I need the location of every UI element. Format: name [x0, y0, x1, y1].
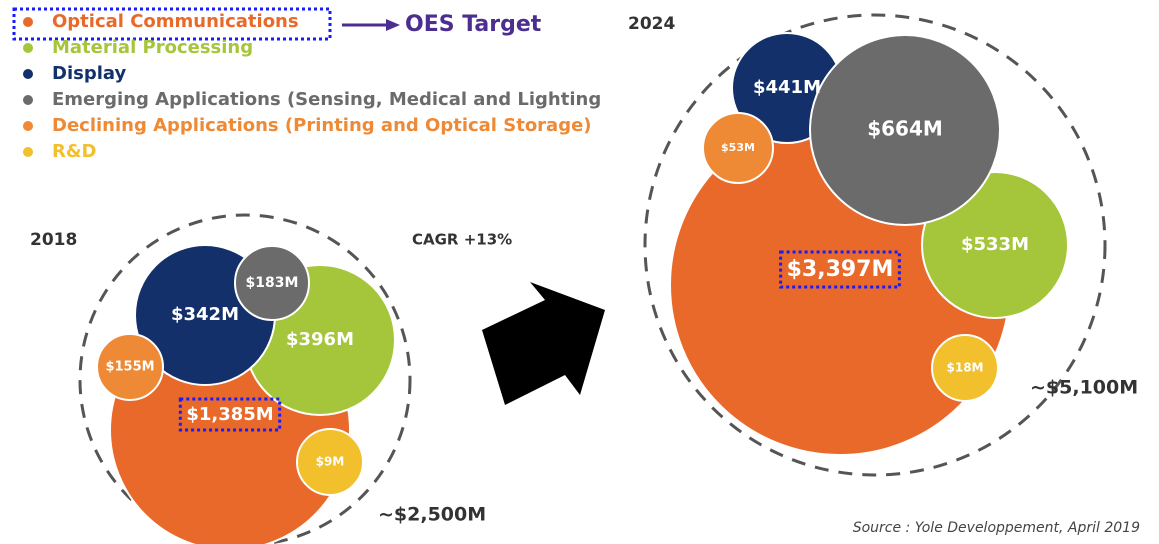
bubble — [96, 333, 164, 401]
bubble — [931, 334, 999, 402]
cagr-label: CAGR +13% — [412, 231, 512, 249]
bubble-label: $664M — [867, 117, 943, 141]
total-label: ~$2,500M — [378, 504, 486, 526]
bubble — [809, 34, 1001, 226]
legend-label: Display — [52, 63, 126, 84]
bubble — [234, 245, 310, 321]
bubble-label: $9M — [316, 455, 345, 469]
bubble-label: $396M — [286, 329, 354, 350]
legend-label: Emerging Applications (Sensing, Medical … — [52, 89, 601, 110]
legend-label: Declining Applications (Printing and Opt… — [52, 115, 592, 136]
target-arrowhead — [386, 19, 400, 31]
bubble-label: $342M — [171, 304, 239, 325]
target-box — [178, 397, 282, 432]
legend-dot — [23, 95, 33, 105]
legend-dot — [23, 69, 33, 79]
bubble-label: $533M — [961, 234, 1029, 255]
bubble-label: $18M — [947, 361, 984, 375]
growth-arrow — [482, 282, 605, 405]
bubble — [296, 428, 364, 496]
legend-label: Optical Communications — [52, 11, 299, 32]
total-outline — [643, 13, 1107, 477]
target-box — [779, 250, 901, 289]
legend-dot — [23, 43, 33, 53]
bubble-label: $183M — [246, 275, 299, 291]
source: Source : Yole Developpement, April 2019 — [853, 520, 1140, 536]
total-label: ~$5,100M — [1030, 377, 1138, 399]
target-box — [12, 7, 332, 41]
bubble — [702, 112, 774, 184]
panel-year: 2018 — [30, 230, 77, 250]
target-label: OES Target — [405, 12, 542, 37]
legend-dot — [23, 17, 33, 27]
bubble-label: $53M — [721, 141, 755, 154]
bubble-label: $1,385M — [186, 404, 273, 425]
legend-label: Material Processing — [52, 37, 253, 58]
legend-dot — [23, 147, 33, 157]
legend-label: R&D — [52, 141, 97, 162]
total-outline — [78, 213, 412, 544]
bubble-label: $3,397M — [787, 257, 894, 282]
panel-year: 2024 — [628, 14, 675, 34]
legend-dot — [23, 121, 33, 131]
bubble-label: $155M — [105, 360, 154, 375]
bubble-label: $441M — [753, 77, 821, 98]
